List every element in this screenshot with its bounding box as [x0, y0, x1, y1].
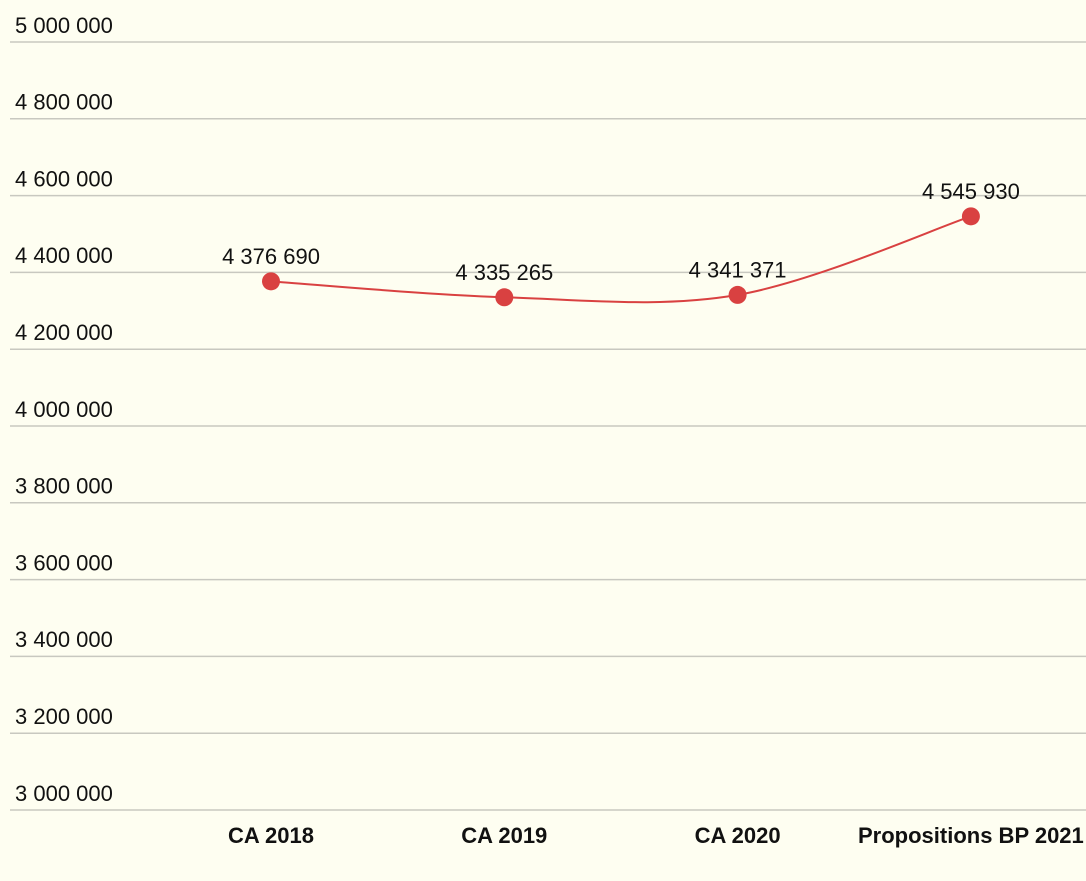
- data-label: 4 545 930: [922, 179, 1020, 204]
- y-tick-label: 4 400 000: [15, 243, 113, 268]
- y-tick-label: 4 200 000: [15, 320, 113, 345]
- x-tick-label: CA 2019: [461, 823, 548, 848]
- y-tick-label: 3 800 000: [15, 474, 113, 499]
- data-label: 4 376 690: [222, 244, 320, 269]
- y-tick-label: 4 000 000: [15, 397, 113, 422]
- y-tick-label: 4 800 000: [15, 90, 113, 115]
- x-tick-label: CA 2018: [227, 823, 314, 848]
- point: [495, 288, 514, 307]
- y-tick-label: 3 600 000: [15, 550, 113, 575]
- data-label: 4 341 371: [689, 258, 787, 283]
- y-tick-label: 3 000 000: [15, 781, 113, 806]
- y-tick-label: 4 600 000: [15, 166, 113, 191]
- x-tick-label: CA 2020: [694, 823, 781, 848]
- y-tick-label: 3 200 000: [15, 704, 113, 729]
- line: [270, 215, 972, 304]
- point: [961, 207, 980, 226]
- point: [728, 285, 747, 304]
- y-tick-label: 5 000 000: [15, 13, 113, 38]
- point: [262, 272, 280, 291]
- y-tick-label: 3 400 000: [15, 627, 113, 652]
- x-tick-label: Propositions BP 2021: [858, 823, 1084, 848]
- data-label: 4 335 265: [455, 260, 553, 285]
